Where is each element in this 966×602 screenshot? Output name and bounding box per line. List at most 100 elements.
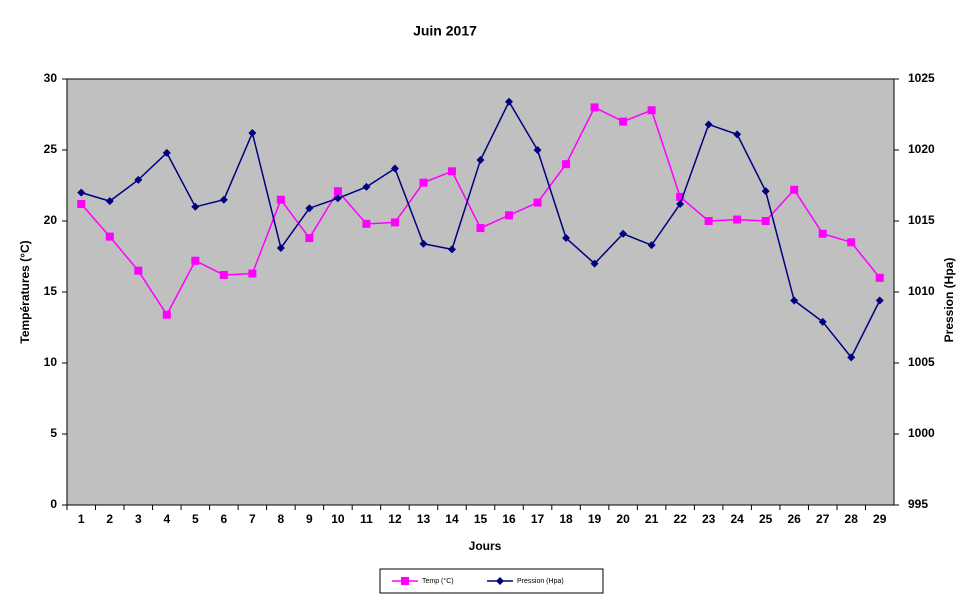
legend-label: Pression (Hpa) bbox=[517, 578, 564, 585]
y2-tick-label: 1010 bbox=[908, 284, 935, 298]
marker bbox=[590, 103, 599, 112]
chart-title: Juin 2017 bbox=[413, 23, 477, 39]
x-tick-label: 25 bbox=[759, 512, 773, 526]
marker bbox=[562, 160, 571, 169]
legend-label: Temp (°C) bbox=[422, 577, 454, 585]
x-tick-label: 20 bbox=[616, 512, 630, 526]
marker bbox=[191, 202, 200, 211]
marker bbox=[847, 353, 856, 362]
x-tick-label: 11 bbox=[360, 512, 373, 526]
y-tick-label: 25 bbox=[44, 142, 58, 156]
marker bbox=[447, 167, 456, 176]
marker bbox=[590, 259, 599, 268]
marker bbox=[676, 199, 685, 208]
marker bbox=[333, 187, 342, 196]
marker bbox=[105, 232, 114, 241]
y-tick-label: 5 bbox=[50, 426, 57, 440]
marker bbox=[162, 148, 171, 157]
y2-tick-label: 1015 bbox=[908, 213, 935, 227]
x-tick-label: 17 bbox=[531, 512, 545, 526]
marker bbox=[362, 219, 371, 228]
y2-tick-label: 1000 bbox=[908, 426, 935, 440]
x-tick-label: 2 bbox=[106, 512, 113, 526]
plot-area bbox=[66, 78, 895, 506]
marker bbox=[219, 270, 228, 279]
x-tick-label: 6 bbox=[221, 512, 228, 526]
marker bbox=[77, 199, 86, 208]
marker bbox=[305, 204, 314, 213]
y-tick-label: 20 bbox=[44, 213, 58, 227]
marker bbox=[647, 106, 656, 115]
marker bbox=[105, 197, 114, 206]
y-tick-label: 15 bbox=[44, 284, 58, 298]
marker bbox=[761, 187, 770, 196]
x-tick-label: 27 bbox=[816, 512, 830, 526]
x-tick-label: 7 bbox=[249, 512, 256, 526]
marker bbox=[401, 577, 409, 585]
marker bbox=[476, 155, 485, 164]
x-tick-label: 14 bbox=[445, 512, 459, 526]
marker bbox=[276, 195, 285, 204]
x-tick-label: 10 bbox=[331, 512, 345, 526]
x-tick-label: 1 bbox=[78, 512, 85, 526]
marker bbox=[305, 234, 314, 243]
x-axis-label: Jours bbox=[469, 539, 502, 553]
marker bbox=[847, 238, 856, 247]
x-tick-label: 8 bbox=[278, 512, 285, 526]
x-tick-label: 28 bbox=[845, 512, 859, 526]
marker bbox=[219, 195, 228, 204]
x-tick-label: 19 bbox=[588, 512, 602, 526]
marker bbox=[619, 229, 628, 238]
marker bbox=[875, 273, 884, 282]
x-tick-label: 13 bbox=[417, 512, 431, 526]
x-tick-label: 12 bbox=[388, 512, 402, 526]
marker bbox=[676, 192, 685, 201]
y-tick-label: 0 bbox=[50, 497, 57, 511]
marker bbox=[761, 217, 770, 225]
marker bbox=[505, 211, 514, 220]
x-tick-label: 18 bbox=[559, 512, 573, 526]
x-tick-label: 9 bbox=[306, 512, 313, 526]
x-tick-label: 16 bbox=[502, 512, 516, 526]
marker bbox=[362, 182, 371, 191]
marker bbox=[134, 266, 143, 275]
marker bbox=[875, 296, 884, 305]
y2-tick-label: 1020 bbox=[908, 142, 935, 156]
y2-tick-label: 1005 bbox=[908, 355, 935, 369]
marker bbox=[419, 239, 428, 248]
x-tick-label: 15 bbox=[474, 512, 488, 526]
marker bbox=[191, 256, 200, 265]
y2-tick-label: 995 bbox=[908, 497, 928, 511]
marker bbox=[505, 97, 514, 106]
y2-tick-label: 1025 bbox=[908, 71, 935, 85]
marker bbox=[562, 234, 571, 243]
y2-axis-label: Pression (Hpa) bbox=[942, 258, 956, 343]
marker bbox=[733, 130, 742, 139]
x-tick-label: 21 bbox=[645, 512, 659, 526]
marker bbox=[390, 164, 399, 173]
x-tick-label: 23 bbox=[702, 512, 716, 526]
marker bbox=[134, 175, 143, 184]
y-tick-label: 30 bbox=[44, 71, 58, 85]
marker bbox=[248, 128, 257, 137]
marker bbox=[77, 188, 86, 197]
marker bbox=[818, 317, 827, 326]
x-tick-label: 24 bbox=[730, 512, 744, 526]
x-tick-label: 26 bbox=[788, 512, 802, 526]
x-tick-label: 4 bbox=[163, 512, 170, 526]
marker bbox=[533, 198, 542, 207]
marker bbox=[333, 194, 342, 203]
x-tick-label: 29 bbox=[873, 512, 887, 526]
marker bbox=[390, 218, 399, 227]
marker bbox=[733, 215, 742, 224]
marker bbox=[419, 178, 428, 187]
y-tick-label: 10 bbox=[44, 355, 58, 369]
x-tick-label: 22 bbox=[673, 512, 687, 526]
x-tick-label: 3 bbox=[135, 512, 142, 526]
marker bbox=[276, 243, 285, 252]
marker bbox=[790, 185, 799, 194]
marker bbox=[533, 146, 542, 154]
marker bbox=[647, 241, 656, 250]
marker bbox=[248, 269, 257, 278]
